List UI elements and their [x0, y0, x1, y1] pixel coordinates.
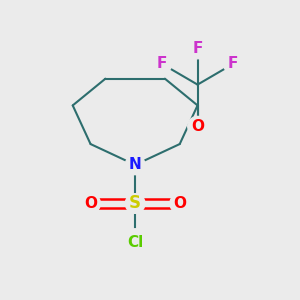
- Text: O: O: [191, 119, 204, 134]
- Text: F: F: [228, 56, 238, 71]
- Text: F: F: [157, 56, 167, 71]
- Circle shape: [125, 194, 145, 213]
- Text: S: S: [129, 194, 141, 212]
- Circle shape: [224, 54, 243, 74]
- Circle shape: [81, 194, 100, 213]
- Circle shape: [125, 155, 145, 175]
- Text: F: F: [192, 41, 203, 56]
- Circle shape: [188, 39, 207, 59]
- Circle shape: [170, 194, 190, 213]
- Circle shape: [122, 229, 148, 256]
- Text: O: O: [173, 196, 186, 211]
- Circle shape: [188, 116, 207, 136]
- Text: O: O: [84, 196, 97, 211]
- Circle shape: [152, 54, 172, 74]
- Text: N: N: [129, 158, 142, 172]
- Text: Cl: Cl: [127, 235, 143, 250]
